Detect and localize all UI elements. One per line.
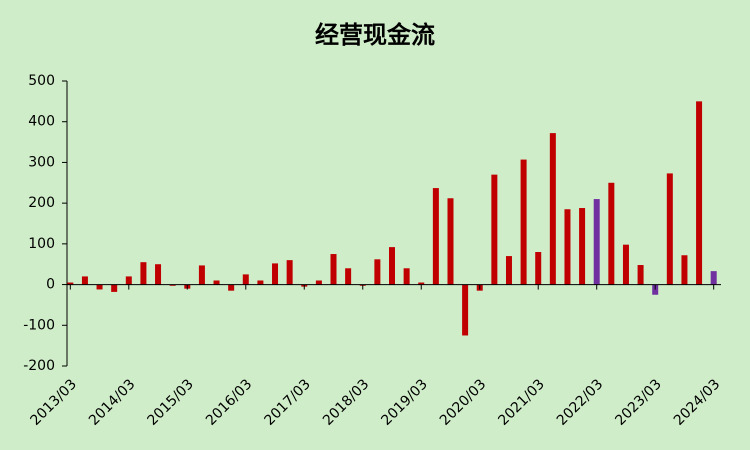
y-tick-label: 500 [28,73,55,89]
bar [710,271,717,285]
bar [432,188,439,285]
bar [169,284,176,286]
bar [593,199,600,285]
bar [140,262,147,285]
chart-title: 经营现金流 [315,21,435,49]
y-tick-label: 300 [28,154,55,170]
bar [286,260,293,285]
bar [520,159,527,285]
y-tick-label: 0 [46,277,55,293]
bar [213,280,220,285]
bar [579,208,586,285]
bar [622,244,629,285]
y-tick-label: -100 [23,317,55,333]
bar [198,265,205,285]
bar [505,256,512,285]
bar [462,284,469,336]
bar [155,264,162,285]
bar [242,274,249,285]
bar [345,268,352,285]
bar [535,252,542,285]
bar [374,259,381,285]
bar [389,247,395,285]
bar [257,280,264,285]
bar [696,101,703,285]
bar [447,198,454,285]
bar [315,280,322,285]
bar [637,265,644,285]
bar [272,263,279,285]
y-tick-label: 400 [28,114,55,130]
bar [564,209,571,285]
bar [608,182,615,285]
bar [403,268,410,285]
bar [418,282,425,285]
bar [125,276,132,285]
bar [330,254,337,285]
bar [549,133,556,285]
bar [228,284,235,291]
bar [96,284,103,290]
bar [491,174,498,285]
bar [81,276,88,285]
bar [652,284,659,295]
y-tick-label: -200 [23,358,55,374]
bar [681,255,688,285]
bar [111,284,118,292]
y-tick-label: 200 [28,195,55,211]
y-tick-label: 100 [28,236,55,252]
bar [67,282,74,285]
bar [666,173,673,285]
